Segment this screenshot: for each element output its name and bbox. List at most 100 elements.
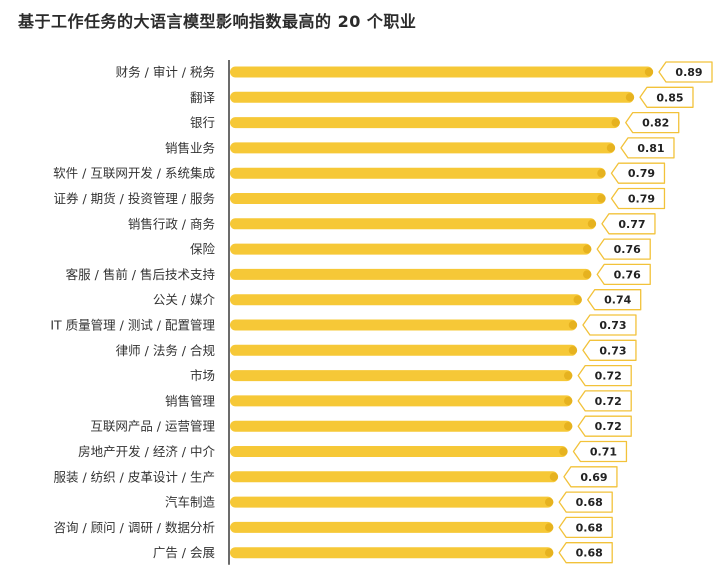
value-label-box [587,289,642,311]
category-label: 翻译 [190,90,216,105]
category-label: 销售管理 [165,393,216,408]
value-label-box [610,187,666,210]
value-label: 0.89 [675,66,702,79]
bar [230,66,653,78]
bar-end-marker [644,67,654,77]
value-label-box [577,415,632,437]
bar [230,496,554,508]
value-label-box [577,390,632,412]
bar [230,344,577,356]
category-label: 市场 [190,368,215,383]
bar-end-marker [544,548,554,557]
category-label: 汽车制造 [165,495,216,510]
bar [230,319,577,331]
bar-end-marker [583,244,592,254]
value-label-box [558,516,613,539]
bar-end-marker [564,396,573,406]
category-label: 保险 [190,242,216,257]
value-label-box [620,137,675,159]
bar-end-marker [568,320,578,330]
value-label-box [610,162,666,184]
bar [230,395,573,407]
value-label-box [582,339,637,361]
value-label: 0.73 [599,319,626,332]
category-label: 财务 / 审计 / 税务 [116,65,215,80]
bar-end-marker [564,371,573,380]
bar-end-marker [625,93,635,102]
value-label-box [558,542,613,564]
value-label-box [577,364,632,387]
bar-end-marker [544,497,554,507]
value-label: 0.81 [637,142,664,155]
value-label: 0.76 [614,268,641,281]
value-label: 0.72 [595,395,622,408]
value-label-box [639,86,694,108]
value-label-box [596,263,651,286]
category-label: 律师 / 法务 / 合规 [116,343,215,358]
value-label: 0.77 [618,218,645,231]
category-label: 公关 / 媒介 [153,292,216,307]
bar [230,420,573,432]
value-label: 0.72 [595,420,622,433]
value-label: 0.79 [628,167,655,180]
value-label: 0.68 [576,547,603,560]
value-label-box [558,491,613,513]
bar-end-marker [549,472,559,481]
bar-end-marker [564,422,573,431]
bar [230,142,615,154]
category-label: 服装 / 纺织 / 皮革设计 / 生产 [54,469,215,484]
bar [230,268,592,280]
bar [230,91,634,103]
value-label: 0.79 [628,193,655,206]
bar-end-marker [587,219,597,228]
value-label: 0.71 [590,446,617,459]
value-label: 0.76 [614,243,641,256]
bar-end-marker [544,523,554,532]
bar [230,446,568,457]
value-label: 0.68 [576,521,603,534]
bar [230,547,554,559]
value-label: 0.68 [576,496,603,509]
value-label-box [572,440,628,463]
value-label: 0.69 [580,471,607,484]
bar-end-marker [568,346,578,355]
category-label: 广告 / 会展 [153,545,215,560]
value-label: 0.82 [642,117,669,130]
value-label: 0.73 [599,344,626,357]
category-label: 银行 [190,115,215,130]
category-label: 咨询 / 顾问 / 调研 / 数据分析 [54,520,215,535]
category-label: 销售行政 / 商务 [128,216,215,231]
category-label: 客服 / 售前 / 售后技术支持 [66,267,215,282]
value-label-box [658,61,713,83]
bar [230,370,573,382]
value-label-box [563,466,618,488]
value-label-box [582,314,637,336]
bar [230,167,606,179]
category-label: 互联网产品 / 运营管理 [90,419,215,434]
value-label: 0.85 [656,91,683,104]
bar-end-marker [573,295,582,304]
bar [230,193,606,204]
value-label: 0.74 [604,294,631,307]
bar-end-marker [597,169,606,178]
bar [230,294,582,306]
chart-title: 基于工作任务的大语言模型影响指数最高的 20 个职业 [18,12,417,31]
category-label: 软件 / 互联网开发 / 系统集成 [53,166,215,181]
bar-end-marker [583,270,592,279]
value-label-box [601,213,656,235]
bar [230,471,558,483]
bar-end-marker [559,447,568,456]
bar [230,521,554,533]
bar-end-marker [606,143,616,153]
category-label: 房地产开发 / 经济 / 中介 [78,444,215,459]
value-label-box [596,238,651,260]
category-label: IT 质量管理 / 测试 / 配置管理 [50,318,215,333]
bar-end-marker [597,194,606,203]
category-label: 证券 / 期货 / 投资管理 / 服务 [54,191,215,206]
value-label-box [625,111,680,134]
bar [230,218,596,230]
bar [230,243,592,255]
value-label: 0.72 [595,370,622,383]
category-label: 销售业务 [165,140,215,155]
